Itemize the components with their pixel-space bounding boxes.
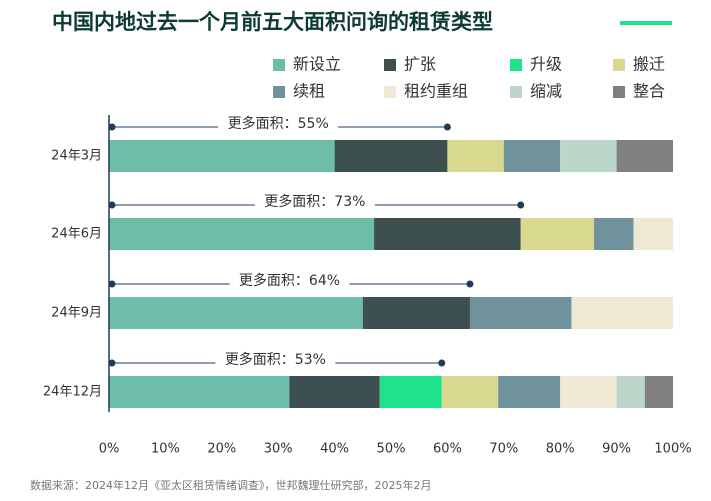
bar-segment <box>560 140 617 172</box>
x-tick-label: 80% <box>546 442 575 457</box>
bracket-dot <box>108 201 116 209</box>
bar-segment <box>560 376 617 408</box>
bar-segment <box>374 218 521 250</box>
chart-title: 中国内地过去一个月前五大面积问询的租赁类型 <box>52 10 493 34</box>
bar-segment <box>334 140 448 172</box>
bar-segment <box>109 297 363 329</box>
legend-swatch <box>384 86 396 98</box>
source-note: 数据来源：2024年12月《亚太区租赁情绪调查》，世邦魏理仕研究部，2025年2… <box>30 478 431 492</box>
bar-segment <box>571 297 673 329</box>
bar-segment <box>362 297 470 329</box>
y-tick-label: 24年12月 <box>43 385 102 400</box>
bracket-dot <box>466 280 474 288</box>
annotation-bg <box>218 118 339 136</box>
x-tick-label: 50% <box>377 442 406 457</box>
bar-segment <box>289 376 380 408</box>
legend-swatch <box>273 59 285 71</box>
y-tick-label: 24年3月 <box>51 149 102 164</box>
bar-segment <box>616 376 645 408</box>
bar-segment <box>503 140 561 172</box>
legend-label: 续租 <box>293 82 325 101</box>
bar-segment <box>109 140 335 172</box>
annotation: 更多面积：64% <box>239 272 340 289</box>
legend-label: 新设立 <box>293 55 341 74</box>
bracket-dot <box>108 359 116 367</box>
legend-label: 整合 <box>633 82 665 101</box>
bracket-dot <box>108 123 116 131</box>
legend-swatch <box>384 59 396 71</box>
bar-segment <box>520 218 595 250</box>
legend-swatch <box>510 86 522 98</box>
annotation: 更多面积：73% <box>264 193 365 210</box>
x-tick-label: 40% <box>320 442 349 457</box>
bracket-dot <box>517 201 525 209</box>
annotation: 更多面积：55% <box>228 115 329 132</box>
bracket-dot <box>108 280 116 288</box>
annotation-bg <box>215 354 336 372</box>
y-tick-label: 24年9月 <box>51 306 102 321</box>
bar-segment <box>109 376 290 408</box>
legend-swatch <box>613 86 625 98</box>
bar-segment <box>633 218 673 250</box>
bracket-dot <box>438 359 446 367</box>
bar-segment <box>109 218 375 250</box>
bar-segment <box>469 297 572 329</box>
bar-segment <box>441 376 499 408</box>
x-tick-label: 90% <box>602 442 631 457</box>
bar-segment <box>616 140 673 172</box>
x-tick-label: 100% <box>654 442 691 457</box>
annotation-bg <box>229 275 350 293</box>
legend-swatch <box>510 59 522 71</box>
x-tick-label: 0% <box>99 442 120 457</box>
x-tick-label: 10% <box>151 442 180 457</box>
legend-label: 租约重组 <box>404 82 468 101</box>
bar-segment <box>594 218 634 250</box>
bar-segment <box>379 376 442 408</box>
legend-label: 扩张 <box>404 55 436 74</box>
x-tick-label: 20% <box>207 442 236 457</box>
y-tick-label: 24年6月 <box>51 227 102 242</box>
annotation-bg <box>254 196 375 214</box>
legend-label: 缩减 <box>530 82 562 101</box>
annotation: 更多面积：53% <box>225 351 326 368</box>
bar-segment <box>644 376 673 408</box>
legend-swatch <box>613 59 625 71</box>
legend-label: 搬迁 <box>633 55 665 74</box>
x-tick-label: 60% <box>433 442 462 457</box>
x-tick-label: 70% <box>489 442 518 457</box>
x-tick-label: 30% <box>264 442 293 457</box>
bar-segment <box>498 376 561 408</box>
bracket-dot <box>443 123 451 131</box>
legend-swatch <box>273 86 285 98</box>
bar-segment <box>447 140 504 172</box>
legend-label: 升级 <box>530 55 562 74</box>
